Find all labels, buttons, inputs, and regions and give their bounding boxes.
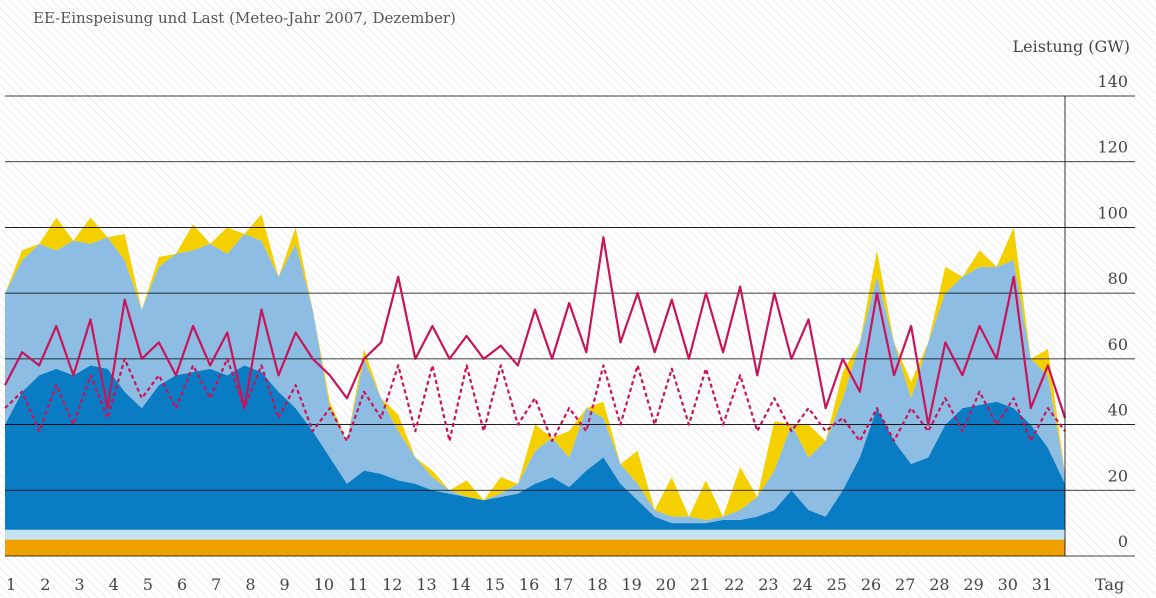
y-axis-label: Leistung (GW) [1013, 37, 1131, 56]
area [5, 539, 1065, 556]
x-tick-label: 17 [553, 575, 573, 594]
x-tick-label: 1 [6, 575, 16, 594]
x-tick-label: 18 [587, 575, 607, 594]
x-tick-label: 27 [895, 575, 915, 594]
area [5, 234, 1065, 524]
x-tick-label: 31 [1032, 575, 1052, 594]
grid [5, 95, 1135, 557]
y-tick-label: 100 [1097, 203, 1128, 222]
y-tick-label: 40 [1108, 401, 1128, 420]
lines [4, 236, 1067, 443]
x-tick-label: 9 [280, 575, 290, 594]
x-tick-label: 19 [621, 575, 641, 594]
x-tick-label: 3 [74, 575, 84, 594]
x-tick-label: 29 [963, 575, 983, 594]
y-tick-label: 0 [1118, 532, 1128, 551]
chart-title: EE-Einspeisung und Last (Meteo-Jahr 2007… [33, 9, 456, 27]
area [5, 365, 1065, 530]
areas [5, 214, 1065, 556]
x-tick-label: 23 [758, 575, 778, 594]
x-tick-label: 25 [827, 575, 847, 594]
x-tick-label: 8 [245, 575, 255, 594]
x-tick-label: 22 [724, 575, 744, 594]
x-tick-label: 21 [690, 575, 710, 594]
line [4, 236, 1067, 426]
x-tick-label: 4 [109, 575, 119, 594]
x-tick-label: 20 [656, 575, 676, 594]
x-tick-label: 5 [143, 575, 153, 594]
x-tick-label: 6 [177, 575, 187, 594]
y-tick-label: 140 [1097, 72, 1128, 91]
x-tick-label: 14 [451, 575, 471, 594]
x-tick-label: 16 [519, 575, 539, 594]
x-tick-label: 7 [211, 575, 221, 594]
x-tick-label: 10 [314, 575, 334, 594]
x-tick-label: 11 [348, 575, 368, 594]
y-tick-label: 20 [1108, 466, 1128, 485]
y-tick-label: 120 [1097, 138, 1128, 157]
x-tick-label: 30 [998, 575, 1018, 594]
line [4, 357, 1066, 443]
x-tick-label: 12 [382, 575, 402, 594]
x-tick-label: 2 [40, 575, 50, 594]
x-tick-label: 13 [416, 575, 436, 594]
x-tick-label: 28 [929, 575, 949, 594]
x-tick-label: 24 [792, 575, 812, 594]
y-tick-label: 80 [1108, 269, 1128, 288]
x-tick-label: 26 [861, 575, 881, 594]
y-tick-label: 60 [1108, 335, 1128, 354]
x-axis-label: Tag [1095, 575, 1124, 594]
x-tick-label: 15 [485, 575, 505, 594]
area [5, 529, 1065, 540]
